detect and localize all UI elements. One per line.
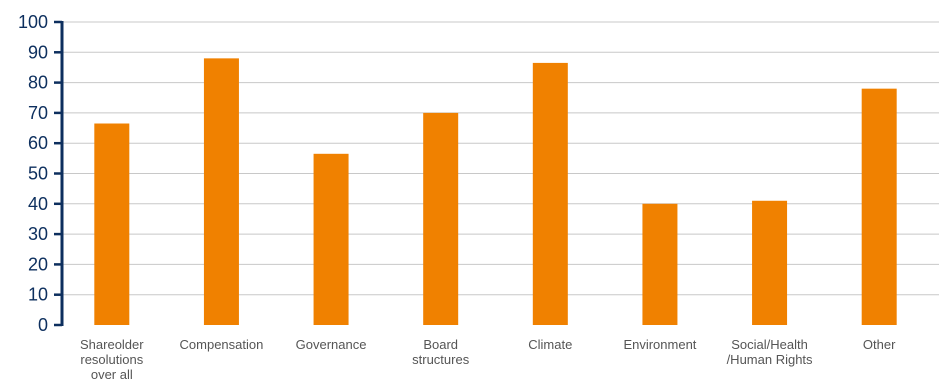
x-tick-label: Other — [863, 337, 896, 352]
y-tick-label: 40 — [28, 194, 48, 214]
y-axis — [54, 20, 64, 327]
bar — [861, 88, 897, 325]
gridlines — [62, 21, 939, 296]
y-tick-label: 10 — [28, 285, 48, 305]
bar — [313, 153, 349, 325]
bar — [94, 123, 130, 325]
bar — [203, 58, 239, 326]
y-tick-label: 100 — [18, 12, 48, 32]
y-tick-label: 30 — [28, 224, 48, 244]
bar — [532, 62, 568, 325]
x-tick-label: Compensation — [180, 337, 264, 352]
bar — [642, 203, 678, 325]
x-tick-label: Environment — [623, 337, 696, 352]
y-tick-label: 60 — [28, 133, 48, 153]
y-tick-label: 0 — [38, 315, 48, 335]
x-tick-label: Climate — [528, 337, 572, 352]
bars — [94, 58, 897, 326]
y-tick-label: 90 — [28, 42, 48, 62]
x-tick-label: Governance — [296, 337, 367, 352]
y-tick-label: 70 — [28, 103, 48, 123]
y-tick-labels: 0 10 20 30 40 50 60 70 80 90 100 — [18, 12, 48, 335]
y-tick-label: 80 — [28, 73, 48, 93]
x-tick-labels: Shareolder resolutions over all Compensatio… — [80, 337, 896, 382]
x-tick-label: Social/Health/Human Rights — [727, 337, 813, 367]
y-tick-label: 20 — [28, 254, 48, 274]
bar — [752, 200, 788, 325]
x-tick-label: Board structures — [412, 337, 470, 367]
y-tick-label: 50 — [28, 164, 48, 184]
x-tick-label: Shareolder resolutions over all — [80, 337, 144, 382]
bar — [423, 112, 459, 326]
